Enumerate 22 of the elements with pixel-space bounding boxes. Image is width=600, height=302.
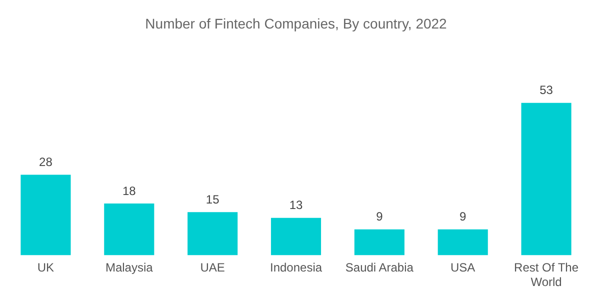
x-tick-label: UK <box>37 260 54 275</box>
x-tick-label: USA <box>450 260 476 275</box>
data-label: 18 <box>122 184 136 198</box>
chart-title: Number of Fintech Companies, By country, 2022 <box>145 15 448 32</box>
data-label: 28 <box>39 155 53 170</box>
data-label: 53 <box>540 83 554 98</box>
data-label: 15 <box>206 192 220 206</box>
bar <box>521 102 572 256</box>
bar <box>270 218 322 256</box>
bar <box>188 212 238 256</box>
x-tick-label: UAE <box>200 260 225 275</box>
data-label: 9 <box>460 210 467 224</box>
bar <box>438 229 488 256</box>
bar <box>20 174 71 256</box>
x-tick-label: Saudi Arabia <box>345 260 414 275</box>
data-label: 13 <box>289 198 303 212</box>
data-label: 9 <box>376 210 384 224</box>
x-tick-label: Malaysia <box>105 260 154 275</box>
bar <box>354 229 404 256</box>
x-tick-label: Indonesia <box>270 260 322 275</box>
x-tick-label: Rest Of The World <box>514 260 579 290</box>
bar <box>104 203 154 256</box>
